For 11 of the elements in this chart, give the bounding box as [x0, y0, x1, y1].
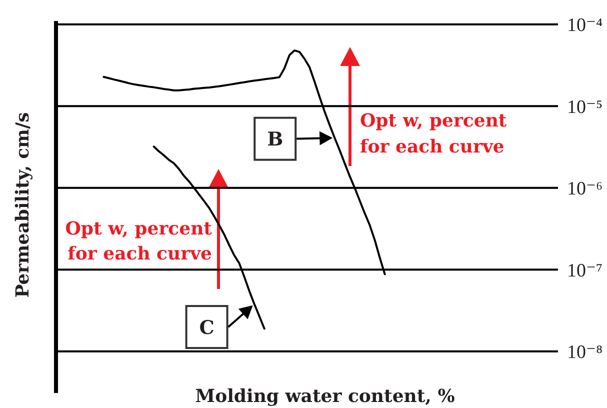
y-axis-title: Permeability, cm/s	[12, 112, 34, 298]
annotation: C	[199, 316, 214, 339]
annotation: Opt w, percent for each curve	[360, 110, 508, 158]
y-tick-label: 10⁻⁷	[567, 260, 603, 282]
y-tick-label: 10⁻⁴	[567, 15, 604, 36]
annotation: Opt w, percent for each curve	[65, 218, 213, 264]
y-tick-label: 10⁻⁵	[567, 96, 603, 118]
y-tick-label: 10⁻⁸	[567, 342, 603, 364]
x-axis-title: Molding water content, %	[195, 386, 455, 407]
y-tick-label: 10⁻⁶	[567, 178, 603, 200]
annotation: B	[267, 128, 284, 151]
